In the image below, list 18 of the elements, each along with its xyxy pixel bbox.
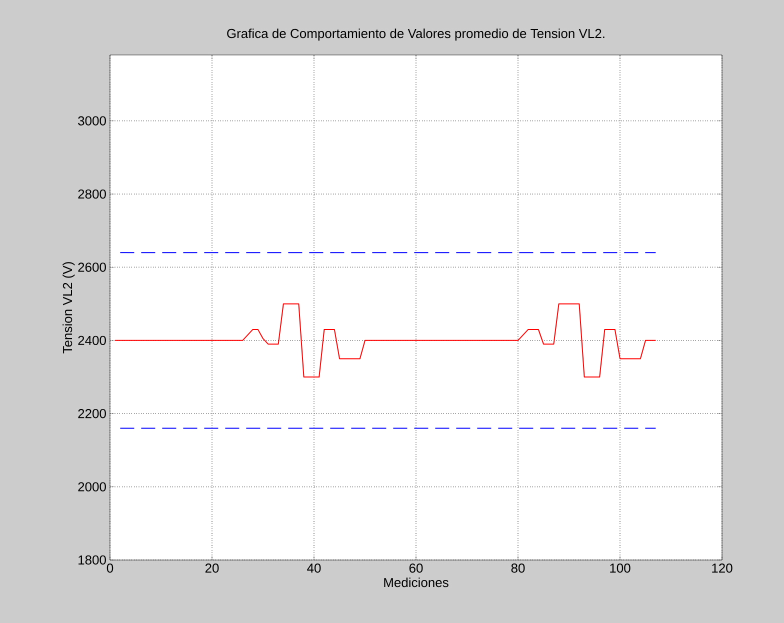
- y-tick-label: 3000: [78, 116, 106, 126]
- y-tick-label: 2600: [78, 262, 106, 272]
- y-tick-label: 1800: [78, 555, 106, 565]
- x-axis-title: Mediciones: [384, 578, 448, 588]
- x-tick-label: 120: [712, 564, 732, 573]
- x-tick-label: 40: [307, 564, 321, 573]
- y-tick-label: 2000: [78, 482, 106, 492]
- line-series: [114, 303, 656, 378]
- y-tick-label: 2200: [78, 409, 106, 418]
- chart-title: Grafica de Comportamiento de Valores promedio de Tension VL2.: [227, 28, 604, 41]
- x-tick-label: 60: [409, 564, 423, 573]
- y-tick-label: 2400: [78, 336, 106, 346]
- x-tick-label: 0: [106, 564, 114, 573]
- y-axis-title: Tension VL2 (V): [62, 262, 75, 354]
- y-tick-label: 2800: [78, 189, 106, 199]
- x-tick-label: 100: [610, 564, 630, 573]
- x-tick-label: 80: [511, 564, 525, 573]
- x-tick-label: 20: [205, 564, 219, 573]
